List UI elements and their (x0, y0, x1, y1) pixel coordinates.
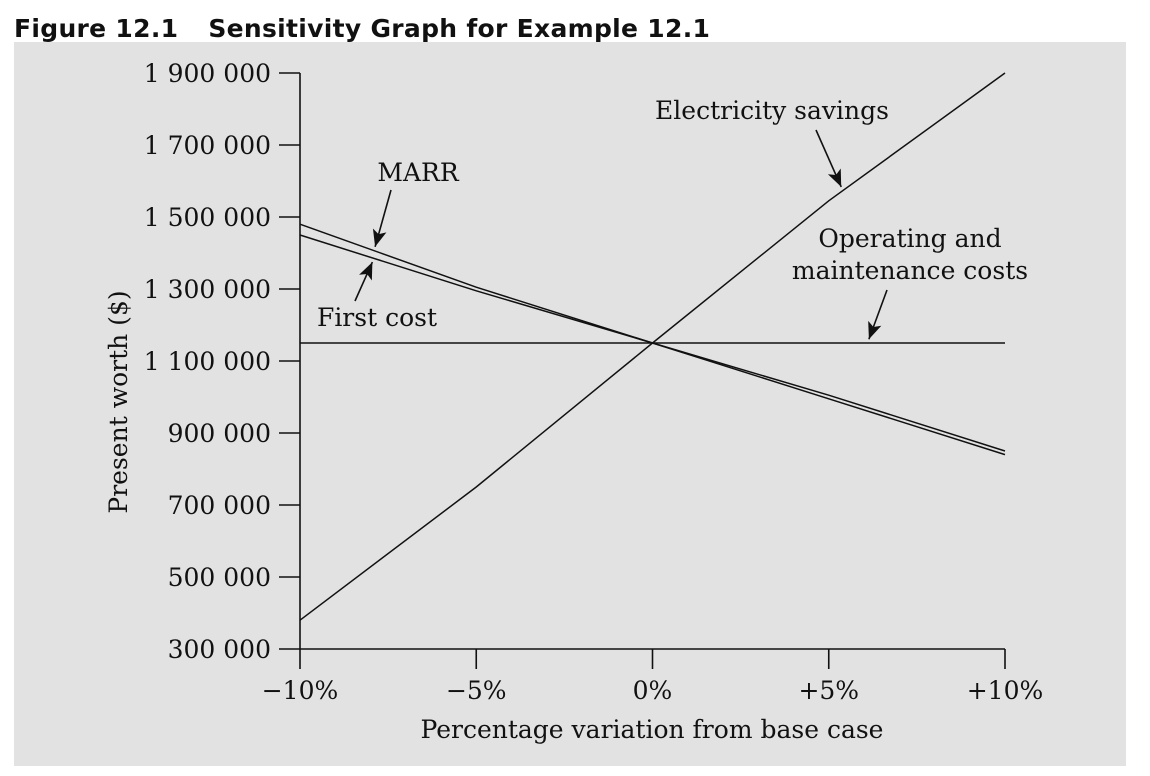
plot-panel: 300 000 500 000 700 000 900 000 1 100 000 1 3… (14, 42, 1126, 766)
y-tick-label: 1 300 000 (144, 275, 271, 304)
annotation-label-operating-and-maintenance-costs: Operating and (818, 224, 1001, 253)
annotation-label-marr: MARR (377, 158, 459, 187)
y-tick-label: 900 000 (168, 419, 271, 448)
y-tick-label: 500 000 (168, 563, 271, 592)
x-tick-label: −10% (262, 676, 339, 705)
figure-caption: Sensitivity Graph for Example 12.1 (208, 14, 711, 43)
y-tick-label: 300 000 (168, 635, 271, 664)
y-tick-label: 700 000 (168, 491, 271, 520)
x-axis-label: Percentage variation from base case (421, 715, 884, 744)
x-tick-label: +10% (967, 676, 1044, 705)
y-axis-label: Present worth ($) (104, 290, 133, 513)
annotation-label-electricity-savings: Electricity savings (655, 96, 889, 125)
sensitivity-chart: 300 000 500 000 700 000 900 000 1 100 000 1 3… (104, 59, 1043, 744)
figure-title: Figure 12.1 Sensitivity Graph for Example… (14, 14, 710, 43)
annotation-arrowhead-electricity-savings (827, 168, 842, 187)
annotation-layer: Electricity savings MARR First cost Operati… (317, 96, 1028, 340)
annotation-label-first-cost: First cost (317, 303, 437, 332)
figure-number: Figure 12.1 (14, 14, 179, 43)
axes: 300 000 500 000 700 000 900 000 1 100 000 1 3… (144, 59, 1043, 705)
y-tick-label: 1 500 000 (144, 203, 271, 232)
annotation-arrowhead-first-cost (359, 262, 373, 281)
x-tick-label: 0% (633, 676, 673, 705)
x-tick-label: −5% (446, 676, 507, 705)
series-layer (299, 72, 1006, 621)
y-tick-label: 1 900 000 (144, 59, 271, 88)
series-line-electricity-savings (299, 72, 1006, 621)
annotation-label-operating-and-maintenance-costs: maintenance costs (792, 256, 1028, 285)
y-tick-label: 1 700 000 (144, 131, 271, 160)
annotation-arrowhead-marr (372, 228, 387, 247)
x-tick-label: +5% (798, 676, 859, 705)
annotation-arrowhead-operating-and-maintenance-costs (868, 320, 882, 340)
y-tick-label: 1 100 000 (144, 347, 271, 376)
